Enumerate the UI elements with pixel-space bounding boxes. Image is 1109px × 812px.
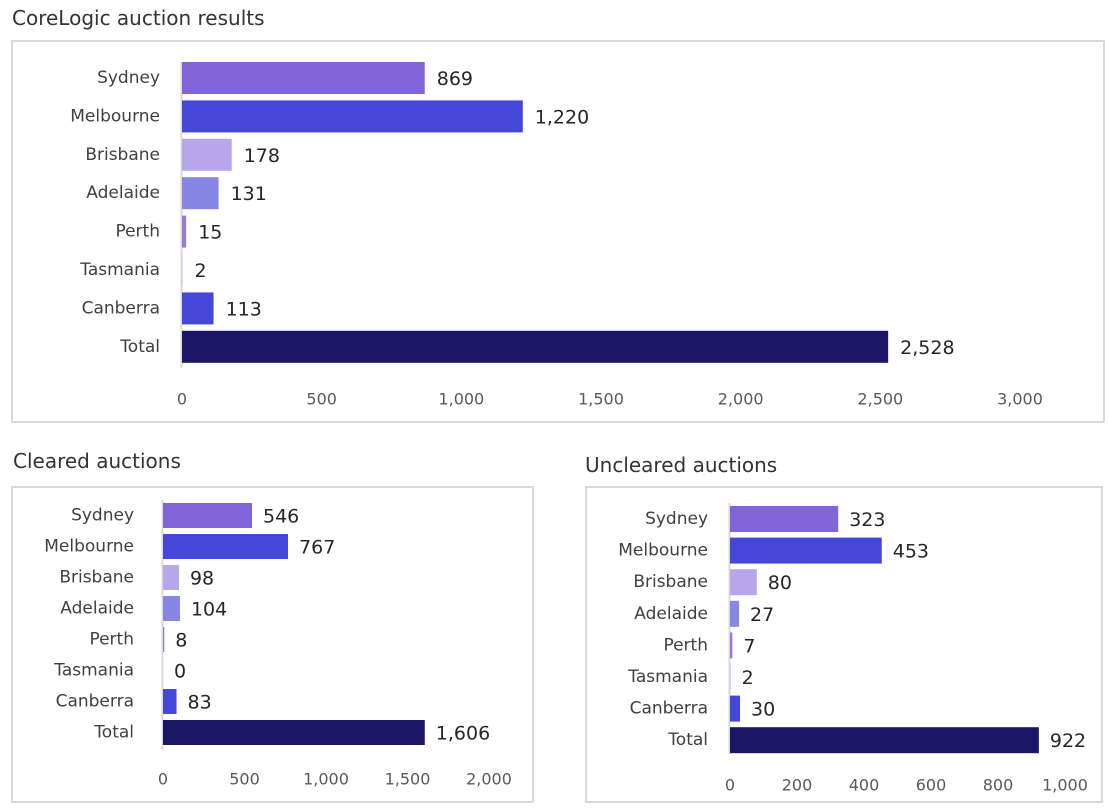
chart-panel-cleared: [11, 486, 534, 803]
bar-sydney: [730, 506, 839, 532]
x-tick-label: 400: [849, 776, 880, 795]
category-label-adelaide: Adelaide: [60, 599, 134, 619]
bar-tasmania: [182, 254, 183, 286]
category-label-tasmania: Tasmania: [627, 667, 708, 687]
bar-canberra: [163, 689, 177, 714]
data-label-perth: 15: [198, 222, 222, 244]
bar-canberra: [182, 292, 214, 325]
data-label-total: 1,606: [436, 723, 490, 745]
chart-title-auction-results: CoreLogic auction results: [12, 6, 265, 30]
category-label-perth: Perth: [89, 630, 134, 650]
x-tick-label: 3,000: [997, 390, 1043, 409]
data-label-tasmania: 2: [195, 260, 207, 282]
data-label-melbourne: 1,220: [535, 106, 589, 128]
category-label-adelaide: Adelaide: [634, 604, 708, 624]
category-label-total: Total: [667, 730, 708, 750]
x-tick-label: 600: [916, 776, 947, 795]
x-tick-label: 200: [782, 776, 813, 795]
bar-total: [182, 330, 889, 363]
category-label-canberra: Canberra: [630, 699, 708, 719]
x-tick-label: 500: [229, 770, 260, 789]
category-label-total: Total: [93, 723, 134, 743]
x-tick-label: 2,000: [718, 390, 764, 409]
bar-melbourne: [182, 100, 523, 133]
category-label-melbourne: Melbourne: [618, 541, 708, 561]
x-tick-label: 0: [158, 770, 168, 789]
chart-panel-uncleared: [585, 486, 1103, 803]
data-label-brisbane: 80: [768, 572, 792, 594]
bar-adelaide: [730, 600, 740, 627]
data-label-canberra: 30: [751, 699, 775, 721]
bar-tasmania: [730, 664, 731, 690]
category-label-brisbane: Brisbane: [85, 145, 160, 165]
data-label-total: 922: [1050, 730, 1086, 752]
data-label-brisbane: 178: [244, 145, 280, 167]
bar-canberra: [730, 695, 741, 722]
category-label-sydney: Sydney: [97, 68, 160, 88]
bar-perth: [163, 627, 165, 652]
bar-total: [163, 720, 425, 745]
category-label-perth: Perth: [115, 222, 160, 242]
category-label-canberra: Canberra: [56, 692, 134, 712]
bar-melbourne: [163, 534, 289, 559]
bar-sydney: [182, 62, 425, 94]
data-label-tasmania: 2: [742, 667, 754, 689]
data-label-adelaide: 104: [191, 599, 227, 621]
data-label-brisbane: 98: [190, 568, 214, 590]
data-label-perth: 7: [743, 635, 755, 657]
chart-title-uncleared: Uncleared auctions: [585, 453, 778, 477]
x-tick-label: 0: [177, 390, 187, 409]
x-tick-label: 800: [983, 776, 1014, 795]
chart-title-cleared: Cleared auctions: [13, 449, 181, 473]
x-tick-label: 1,000: [438, 390, 484, 409]
data-label-melbourne: 453: [893, 541, 929, 563]
bar-brisbane: [182, 138, 232, 171]
category-label-brisbane: Brisbane: [59, 568, 134, 588]
data-label-total: 2,528: [900, 337, 954, 359]
category-label-canberra: Canberra: [82, 298, 160, 318]
category-label-brisbane: Brisbane: [633, 572, 708, 592]
bar-brisbane: [730, 569, 757, 596]
x-tick-label: 0: [725, 776, 735, 795]
x-tick-label: 500: [306, 390, 337, 409]
category-label-melbourne: Melbourne: [70, 106, 160, 126]
x-tick-label: 1,000: [303, 770, 349, 789]
data-label-canberra: 83: [188, 692, 212, 714]
bar-melbourne: [730, 537, 882, 564]
x-tick-label: 1,000: [1042, 776, 1088, 795]
category-label-sydney: Sydney: [645, 509, 708, 529]
x-tick-label: 2,500: [857, 390, 903, 409]
x-tick-label: 1,500: [578, 390, 624, 409]
category-label-perth: Perth: [663, 635, 708, 655]
data-label-sydney: 869: [437, 68, 473, 90]
bar-perth: [182, 215, 187, 248]
category-label-total: Total: [119, 337, 160, 357]
bar-perth: [730, 632, 733, 659]
data-label-perth: 8: [175, 630, 187, 652]
category-label-sydney: Sydney: [71, 506, 134, 526]
category-label-adelaide: Adelaide: [86, 183, 160, 203]
x-tick-label: 2,000: [466, 770, 512, 789]
bar-total: [730, 727, 1039, 754]
data-label-sydney: 546: [263, 506, 299, 528]
data-label-adelaide: 131: [231, 183, 267, 205]
data-label-canberra: 113: [226, 298, 262, 320]
data-label-tasmania: 0: [174, 661, 186, 683]
data-label-adelaide: 27: [750, 604, 774, 626]
bar-brisbane: [163, 565, 179, 590]
category-label-melbourne: Melbourne: [44, 537, 134, 557]
bar-adelaide: [182, 177, 219, 210]
bar-sydney: [163, 503, 252, 528]
data-label-sydney: 323: [849, 509, 885, 531]
bar-adelaide: [163, 596, 180, 621]
category-label-tasmania: Tasmania: [53, 661, 134, 681]
category-label-tasmania: Tasmania: [79, 260, 160, 280]
x-tick-label: 1,500: [385, 770, 431, 789]
data-label-melbourne: 767: [299, 537, 335, 559]
chart-panel-auction-results: [11, 40, 1105, 423]
